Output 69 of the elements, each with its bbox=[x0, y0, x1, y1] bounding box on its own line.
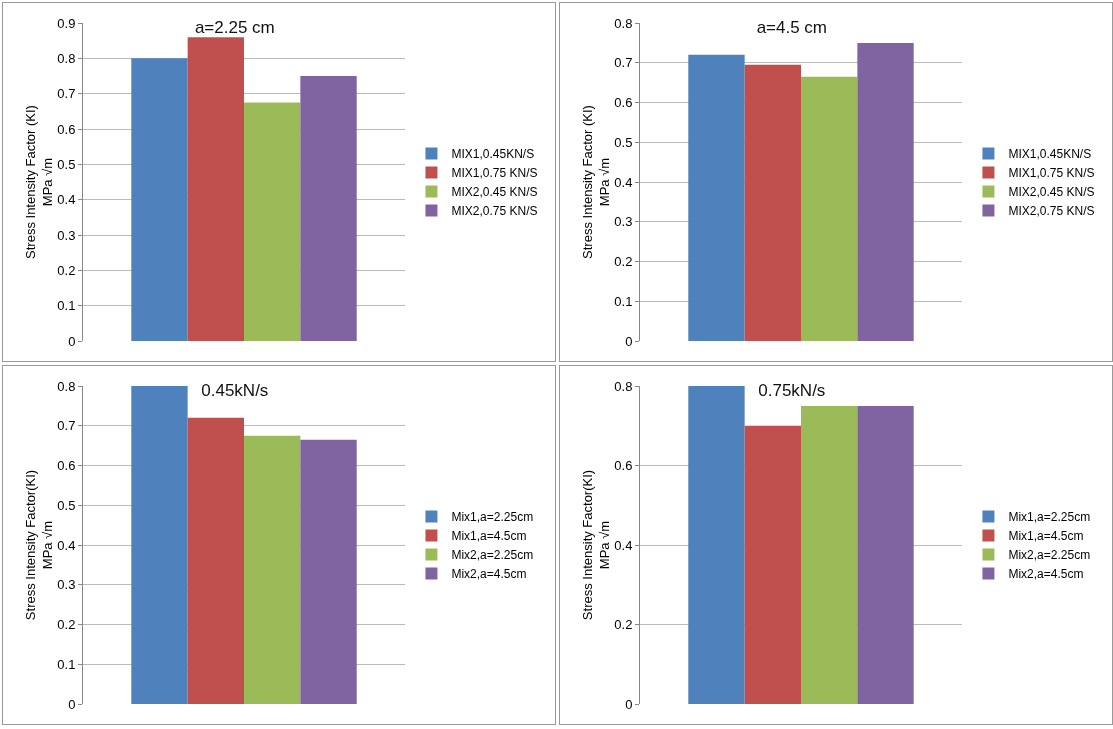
y-axis-title: Stress Intensity Factor(KI) MPa √m bbox=[23, 469, 56, 621]
chart-title: 0.75kN/s bbox=[758, 380, 826, 400]
y-tick-label: 0.9 bbox=[57, 15, 76, 31]
y-tick-label: 0.3 bbox=[614, 214, 633, 230]
legend-label: MIX1,0.45KN/S bbox=[1008, 147, 1092, 162]
y-tick-label: 0.2 bbox=[614, 617, 633, 633]
y-tick-label: 0.4 bbox=[614, 174, 633, 190]
chart-title: a=4.5 cm bbox=[756, 17, 828, 37]
y-tick-label: 0.1 bbox=[57, 656, 76, 672]
legend-label: MIX2,0.45 KN/S bbox=[451, 185, 538, 200]
y-tick-label: 0.2 bbox=[57, 617, 76, 633]
y-tick-label: 0.6 bbox=[57, 458, 76, 474]
y-tick-label: 0.5 bbox=[57, 156, 76, 172]
y-tick-label: 0.3 bbox=[57, 577, 76, 593]
y-tick-label: 0.4 bbox=[57, 537, 76, 553]
legend-label: MIX1,0.75 KN/S bbox=[1008, 166, 1095, 181]
y-tick-label: 0.1 bbox=[57, 298, 76, 314]
bar bbox=[801, 76, 858, 341]
y-tick-label: 0.2 bbox=[614, 254, 633, 270]
chart-title: 0.45kN/s bbox=[201, 380, 269, 400]
y-tick-label: 0 bbox=[625, 696, 633, 712]
y-tick-label: 0.1 bbox=[614, 293, 633, 309]
y-tick-label: 0.5 bbox=[57, 497, 76, 513]
legend-label: Mix2,a=2.25cm bbox=[451, 548, 534, 563]
legend-label: MIX1,0.75 KN/S bbox=[451, 166, 538, 181]
legend-label: Mix2,a=2.25cm bbox=[1008, 548, 1091, 563]
y-tick-label: 0.7 bbox=[614, 55, 633, 71]
bar bbox=[244, 435, 301, 704]
legend-label: Mix1,a=4.5cm bbox=[451, 529, 527, 544]
y-tick-label: 0.7 bbox=[57, 86, 76, 102]
legend-label: MIX1,0.45KN/S bbox=[451, 147, 535, 162]
y-tick-label: 0.6 bbox=[614, 95, 633, 111]
y-axis-title: Stress Intensity Factor (KI) MPa √m bbox=[580, 105, 613, 259]
y-tick-label: 0.8 bbox=[614, 378, 633, 394]
y-axis-title: Stress Intensity Factor (KI) MPa √m bbox=[23, 105, 56, 259]
y-tick-label: 0.8 bbox=[57, 50, 76, 66]
legend-label: Mix1,a=2.25cm bbox=[1008, 510, 1091, 525]
y-tick-label: 0.4 bbox=[614, 537, 633, 553]
y-tick-label: 0.7 bbox=[57, 418, 76, 434]
y-axis-title: Stress Intensity Factor(KI) MPa √m bbox=[580, 469, 613, 621]
bar bbox=[187, 37, 244, 341]
bar bbox=[131, 58, 188, 341]
legend-label: MIX2,0.75 KN/S bbox=[1008, 204, 1095, 219]
legend-label: Mix1,a=4.5cm bbox=[1008, 529, 1084, 544]
bar bbox=[744, 64, 801, 341]
bar bbox=[131, 386, 188, 704]
y-tick-label: 0.6 bbox=[614, 458, 633, 474]
legend-label: Mix2,a=4.5cm bbox=[1008, 567, 1084, 582]
legend-label: MIX2,0.75 KN/S bbox=[451, 204, 538, 219]
legend-label: Mix2,a=4.5cm bbox=[451, 567, 527, 582]
bar bbox=[244, 102, 301, 341]
y-tick-label: 0 bbox=[625, 333, 633, 349]
legend-label: MIX2,0.45 KN/S bbox=[1008, 185, 1095, 200]
y-tick-label: 0.8 bbox=[614, 15, 633, 31]
bar bbox=[187, 417, 244, 704]
y-tick-label: 0.4 bbox=[57, 192, 76, 208]
y-tick-label: 0.2 bbox=[57, 262, 76, 278]
bar bbox=[300, 76, 357, 341]
bar bbox=[300, 439, 357, 704]
legend-label: Mix1,a=2.25cm bbox=[451, 510, 534, 525]
y-tick-label: 0.8 bbox=[57, 378, 76, 394]
y-tick-label: 0.6 bbox=[57, 121, 76, 137]
y-tick-label: 0.3 bbox=[57, 227, 76, 243]
bar bbox=[688, 54, 745, 341]
y-tick-label: 0 bbox=[68, 696, 76, 712]
chart-title: a=2.25 cm bbox=[194, 17, 275, 37]
y-tick-label: 0 bbox=[68, 333, 76, 349]
bar bbox=[857, 42, 914, 341]
y-tick-label: 0.5 bbox=[614, 134, 633, 150]
